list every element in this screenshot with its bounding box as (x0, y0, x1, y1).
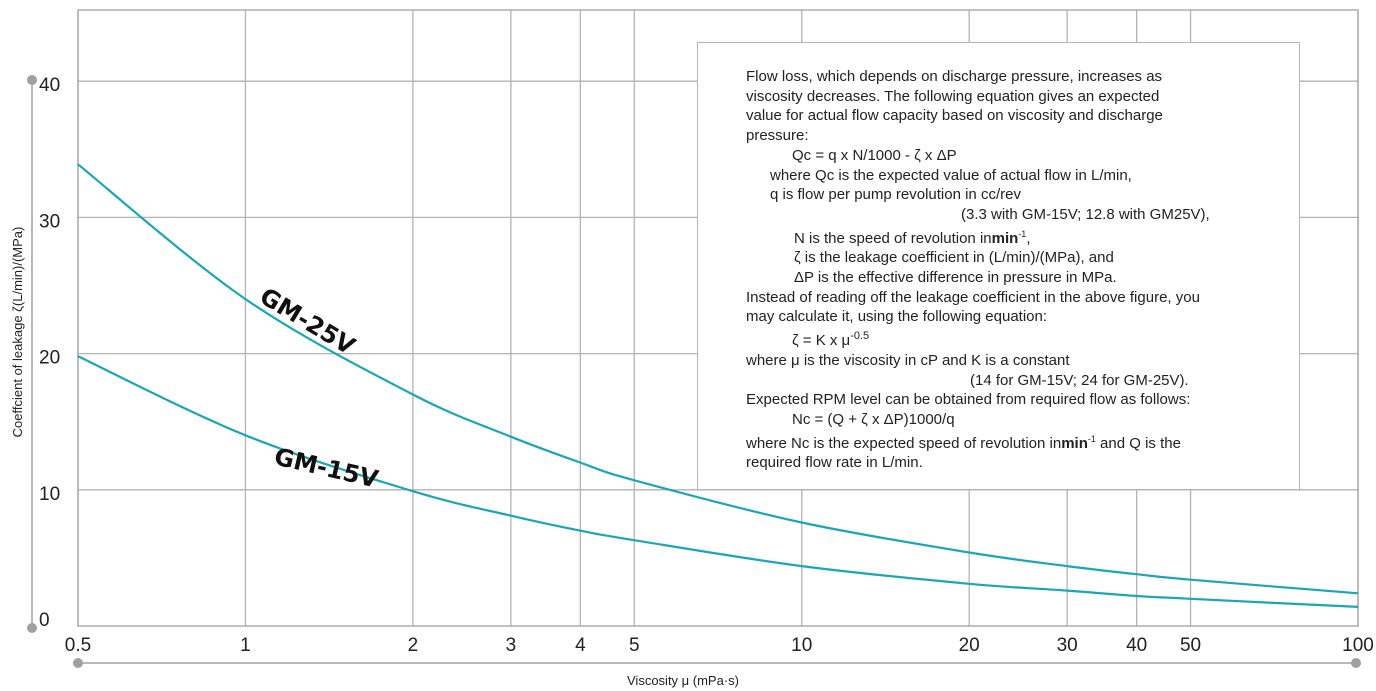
y-tick-label: 20 (39, 348, 60, 369)
series-line-gm-15v (77, 355, 1359, 608)
x-axis-title: Viscosity μ (mPa·s) (627, 673, 739, 688)
x-axis-left-dot (73, 658, 83, 668)
y-tick-labels: 0 10 20 30 40 (39, 75, 60, 631)
unit-min: min (991, 229, 1019, 247)
note-line: where μ is the viscosity in cP and K is … (746, 351, 1070, 369)
y-tick-label: 30 (39, 211, 60, 232)
note-line: viscosity decreases. The following equat… (746, 87, 1160, 105)
y-tick-label: 10 (39, 484, 60, 505)
note-line: Expected RPM level can be obtained from … (746, 391, 1191, 409)
x-tick-label: 5 (629, 635, 640, 656)
series-group (77, 163, 1359, 608)
y-axis-bottom-dot (27, 623, 37, 633)
curve-label-gm-25v: GM-25V (255, 282, 360, 361)
note-line: N is the speed of revolution inmin-1, (746, 225, 1279, 249)
note-line: Instead of reading off the leakage coeff… (746, 288, 1200, 306)
superscript: -1 (1018, 228, 1027, 239)
x-tick-labels: 0.5 1 2 3 4 5 10 20 30 40 50 100 (65, 635, 1374, 656)
note-text: N is the speed of revolution in (794, 229, 992, 247)
unit-min: min (1061, 434, 1088, 452)
note-line: Flow loss, which depends on discharge pr… (746, 68, 1163, 85)
note-line: may calculate it, using the following eq… (746, 308, 1048, 326)
note-text: and Q is the (1095, 434, 1181, 452)
axis-rails (27, 75, 1361, 668)
note-line: ζ is the leakage coefficient in (L/min)/… (794, 249, 1114, 267)
y-tick-label: 40 (39, 75, 60, 96)
superscript: -0.5 (850, 330, 870, 343)
x-tick-label: 3 (506, 635, 517, 656)
x-tick-label: 0.5 (65, 635, 91, 656)
curve-label-gm-15v: GM-15V (272, 443, 382, 494)
x-tick-label: 50 (1180, 635, 1201, 656)
note-line: where Nc is the expected speed of revolu… (746, 430, 1279, 454)
equation-nc: Nc = (Q + ζ x ΔP)1000/q (792, 410, 955, 428)
note-line: q is flow per pump revolution in cc/rev (770, 186, 1021, 204)
series-line-gm-25v (77, 163, 1359, 595)
note-line: value for actual flow capacity based on … (746, 107, 1163, 125)
note-text: , (1026, 229, 1031, 247)
x-tick-label: 1 (240, 635, 251, 656)
x-tick-label: 20 (959, 635, 980, 656)
y-tick-label: 0 (39, 610, 50, 631)
x-tick-label: 100 (1342, 635, 1374, 656)
y-axis-title: Coeffcient of leakage ζ(L/min)/(MPa) (10, 227, 25, 438)
x-axis-right-dot (1351, 658, 1361, 668)
note-line: (14 for GM-15V; 24 for GM-25V). (970, 371, 1189, 389)
note-text: where Nc is the expected speed of revolu… (746, 434, 1062, 452)
equation-qc: Qc = q x N/1000 - ζ x ΔP (792, 146, 957, 164)
superscript: -1 (1087, 433, 1096, 444)
note-text: ζ = K x μ (792, 332, 851, 350)
x-tick-label: 40 (1126, 635, 1147, 656)
note-line: (3.3 with GM-15V; 12.8 with GM25V), (961, 205, 1210, 223)
note-line: required flow rate in L/min. (746, 454, 923, 472)
x-tick-label: 4 (575, 635, 586, 656)
plot-border (77, 9, 1359, 627)
note-line: pressure: (746, 127, 809, 145)
note-line: ΔP is the effective difference in pressu… (794, 269, 1117, 287)
plot-frame (77, 9, 1359, 627)
note-line: where Qc is the expected value of actual… (770, 166, 1132, 184)
x-tick-label: 2 (408, 635, 419, 656)
x-tick-label: 30 (1057, 635, 1078, 656)
x-tick-label: 10 (791, 635, 812, 656)
equation-zeta: ζ = K x μ-0.5 (746, 327, 1279, 351)
formula-note-box: Flow loss, which depends on discharge pr… (697, 42, 1300, 490)
y-axis-top-dot (27, 75, 37, 85)
